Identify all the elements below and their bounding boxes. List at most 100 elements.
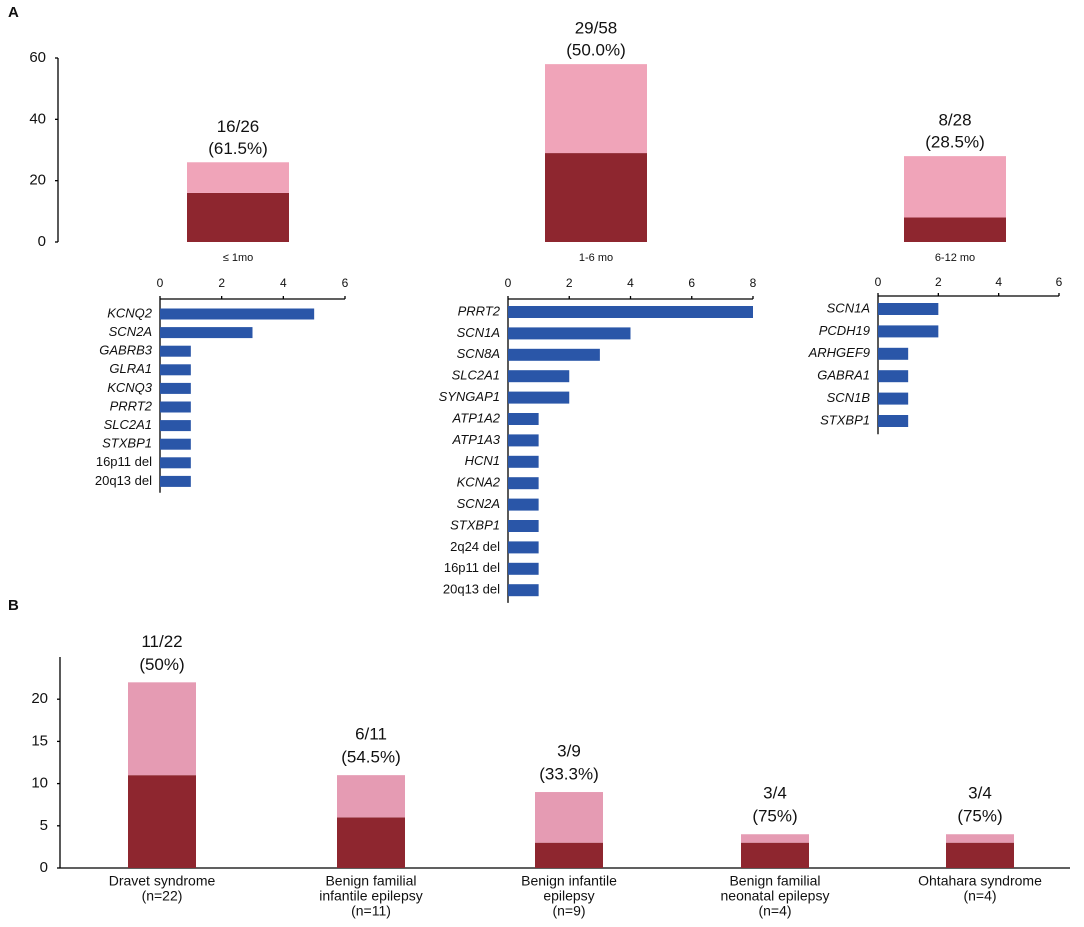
x-tick-label: (n=4) <box>758 903 791 919</box>
bar-segment <box>128 682 196 776</box>
y-tick-label: 16p11 del <box>96 454 152 469</box>
x-tick-label: 1-6 mo <box>579 252 613 264</box>
x-tick-label: Benign familial <box>325 873 416 889</box>
bar-annotation: (61.5%) <box>208 139 268 158</box>
bar <box>508 584 539 597</box>
bar <box>160 364 191 376</box>
y-tick-label: 5 <box>40 817 48 834</box>
x-tick-label: 6 <box>342 276 349 290</box>
x-tick-label: 2 <box>566 276 573 290</box>
bar-annotation: 11/22 <box>141 632 182 651</box>
y-tick-label: 20q13 del <box>95 473 152 488</box>
bar <box>508 477 539 490</box>
y-tick-label: KCNQ2 <box>107 305 153 320</box>
y-tick-label: ATP1A3 <box>452 432 501 447</box>
bar <box>508 520 539 532</box>
x-tick-label: Benign infantile <box>521 873 617 889</box>
bar-segment <box>904 156 1006 218</box>
bar-segment <box>128 775 196 868</box>
bar <box>508 306 753 318</box>
y-tick-label: ARHGEF9 <box>808 345 870 360</box>
y-tick-label: STXBP1 <box>450 517 500 532</box>
x-tick-label: infantile epilepsy <box>319 888 423 904</box>
bar-annotation: 29/58 <box>575 19 618 38</box>
x-tick-label: 2 <box>935 275 942 289</box>
bar-segment <box>946 834 1014 843</box>
y-tick-label: 10 <box>31 775 48 792</box>
bar-segment <box>535 842 603 868</box>
y-tick-label: 20 <box>31 690 48 707</box>
bar-segment <box>741 842 809 868</box>
x-tick-label: Dravet syndrome <box>109 873 216 889</box>
bar <box>878 370 909 383</box>
bar-segment <box>337 775 405 818</box>
y-tick-label: SCN2A <box>109 324 152 339</box>
bar-segment <box>904 217 1006 242</box>
bar <box>508 327 631 340</box>
bar <box>160 420 191 432</box>
bar-segment <box>187 192 289 242</box>
bar <box>508 348 600 361</box>
y-tick-label: HCN1 <box>465 453 500 468</box>
x-tick-label: epilepsy <box>543 888 594 904</box>
x-tick-label: (n=22) <box>142 888 183 904</box>
x-tick-label: 8 <box>750 276 757 290</box>
bar <box>878 392 909 405</box>
panel-label: A <box>8 4 19 21</box>
bar <box>160 438 191 450</box>
bar <box>508 498 539 511</box>
x-tick-label: neonatal epilepsy <box>721 888 830 904</box>
bar-annotation: 6/11 <box>355 725 387 744</box>
x-tick-label: 4 <box>627 276 634 290</box>
bar-annotation: (75%) <box>957 807 1002 826</box>
x-tick-label: Ohtahara syndrome <box>918 873 1042 889</box>
bar <box>160 457 191 469</box>
bar-annotation: 16/26 <box>217 117 260 136</box>
bar <box>508 370 570 383</box>
y-tick-label: GABRB3 <box>99 343 153 358</box>
bar-segment <box>741 834 809 843</box>
bar-annotation: 3/9 <box>557 742 581 761</box>
y-tick-label: SYNGAP1 <box>439 389 500 404</box>
bar-segment <box>946 842 1014 868</box>
y-tick-label: 0 <box>40 859 48 876</box>
x-tick-label: 4 <box>995 275 1002 289</box>
bar <box>508 391 570 404</box>
x-tick-label: 2 <box>218 276 225 290</box>
y-tick-label: 20q13 del <box>443 582 500 597</box>
bar-segment <box>545 64 647 154</box>
y-tick-label: 2q24 del <box>450 539 500 554</box>
bar <box>878 415 909 427</box>
bar <box>508 562 539 575</box>
y-tick-label: SCN1B <box>827 390 871 405</box>
bar <box>160 327 253 339</box>
x-tick-label: 6 <box>1056 275 1063 289</box>
bar <box>160 401 191 413</box>
y-tick-label: GLRA1 <box>109 361 152 376</box>
bar <box>160 308 315 320</box>
y-tick-label: KCNQ3 <box>107 380 153 395</box>
y-tick-label: STXBP1 <box>102 436 152 451</box>
bar <box>878 347 909 360</box>
bar <box>508 434 539 447</box>
x-tick-label: (n=9) <box>552 903 585 919</box>
y-tick-label: 20 <box>29 172 46 189</box>
y-tick-label: 40 <box>29 110 46 127</box>
x-tick-label: 0 <box>157 276 164 290</box>
bar <box>508 455 539 468</box>
bar <box>878 325 939 338</box>
y-tick-label: 0 <box>38 233 46 250</box>
bar-annotation: 3/4 <box>968 784 992 803</box>
y-tick-label: SCN8A <box>457 346 500 361</box>
y-tick-label: PCDH19 <box>819 323 870 338</box>
y-tick-label: PRRT2 <box>110 398 153 413</box>
y-tick-label: SCN1A <box>827 300 870 315</box>
y-tick-label: PRRT2 <box>458 303 501 318</box>
y-tick-label: ATP1A2 <box>452 410 501 425</box>
bar-annotation: 8/28 <box>938 111 971 130</box>
bar <box>160 345 191 357</box>
y-tick-label: 15 <box>31 732 48 749</box>
bar-segment <box>337 817 405 868</box>
bar <box>508 541 539 554</box>
y-tick-label: SCN1A <box>457 325 500 340</box>
